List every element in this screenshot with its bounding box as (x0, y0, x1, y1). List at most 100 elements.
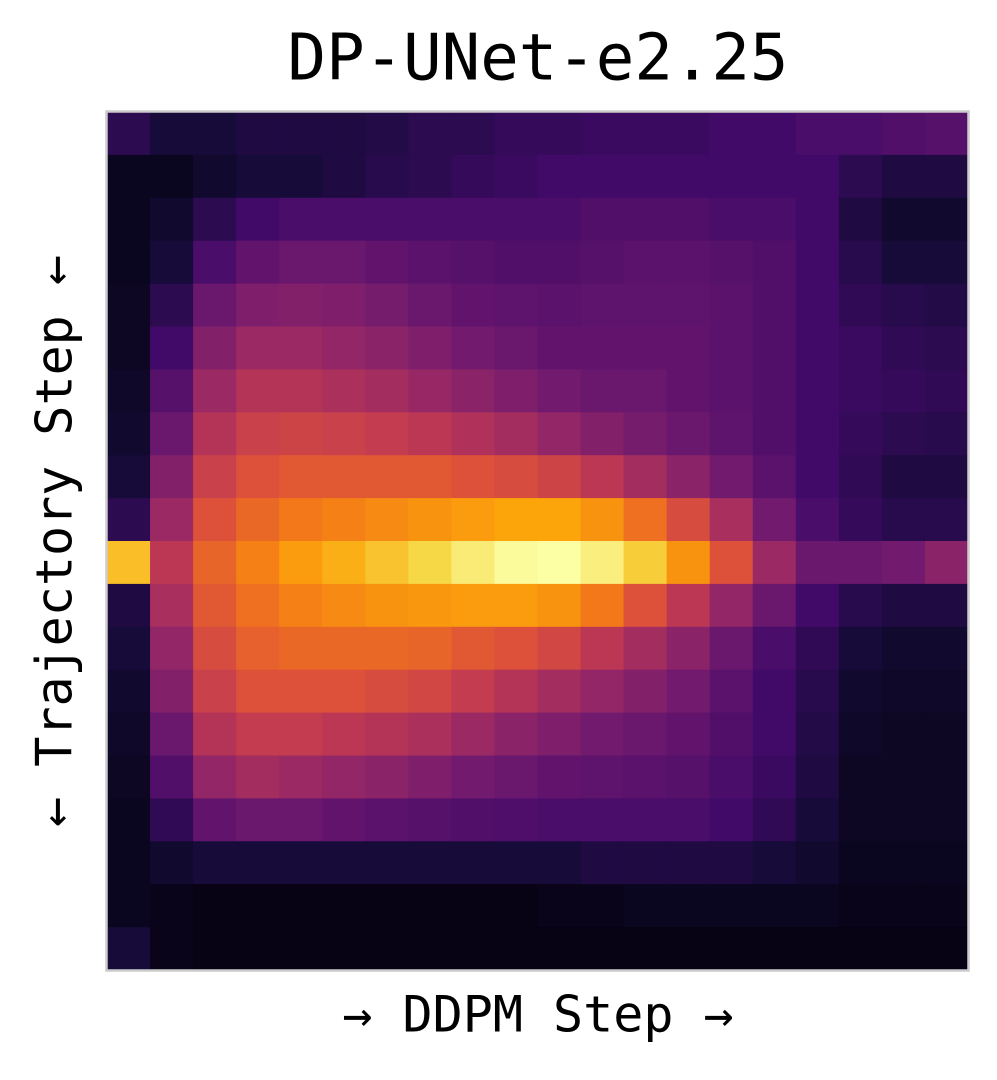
heatmap-cell (193, 412, 237, 456)
heatmap-cell (107, 154, 151, 199)
heatmap-cell (279, 498, 323, 542)
heatmap-cell (666, 798, 711, 842)
heatmap-cell (322, 498, 366, 542)
heatmap-cell (752, 154, 797, 199)
heatmap-cell (279, 755, 323, 799)
heatmap-cell (580, 798, 625, 842)
heatmap-cell (709, 197, 754, 242)
heatmap-cell (838, 412, 883, 456)
heatmap-cell (924, 154, 969, 199)
heatmap-cell (580, 841, 625, 885)
heatmap-cell (236, 798, 280, 842)
heatmap-cell (752, 112, 797, 156)
heatmap-cell (451, 755, 496, 799)
heatmap-cell (150, 412, 194, 456)
heatmap-cell (795, 112, 840, 156)
heatmap-cell (150, 112, 194, 156)
heatmap-cell (838, 841, 883, 885)
heatmap-cell (881, 712, 926, 757)
heatmap-cell (838, 541, 883, 585)
heatmap-cell (752, 197, 797, 242)
heatmap-cell (193, 498, 237, 542)
heatmap-cell (365, 455, 409, 499)
heatmap-cell (666, 112, 711, 156)
heatmap-cell (795, 755, 840, 799)
heatmap-cell (795, 669, 840, 714)
heatmap-cell (365, 669, 409, 714)
heatmap-cell (279, 240, 323, 285)
heatmap-cell (924, 369, 969, 413)
heatmap-cell (666, 583, 711, 628)
heatmap-cell (795, 412, 840, 456)
heatmap-cell (580, 498, 625, 542)
heatmap-cell (838, 626, 883, 671)
heatmap-cell (623, 154, 668, 199)
heatmap-cell (537, 498, 582, 542)
heatmap-cell (365, 626, 409, 671)
heatmap-cell (709, 240, 754, 285)
heatmap-cell (494, 841, 539, 885)
heatmap-cell (838, 154, 883, 199)
heatmap-cell (752, 884, 797, 928)
heatmap-cell (494, 240, 539, 285)
heatmap-cell (365, 240, 409, 285)
heatmap-cell (752, 541, 797, 585)
heatmap-cell (580, 712, 625, 757)
heatmap-cell (236, 927, 280, 971)
heatmap-cell (193, 583, 237, 628)
heatmap-cell (236, 283, 280, 328)
heatmap-cell (494, 498, 539, 542)
heatmap-cell (494, 755, 539, 799)
heatmap-cell (494, 369, 539, 413)
heatmap-cell (494, 326, 539, 370)
heatmap-cell (709, 626, 754, 671)
heatmap-cell (924, 283, 969, 328)
heatmap-cell (752, 455, 797, 499)
heatmap-cell (623, 455, 668, 499)
heatmap-cell (924, 455, 969, 499)
heatmap-cell (838, 112, 883, 156)
heatmap-cell (838, 927, 883, 971)
heatmap-cell (322, 154, 366, 199)
heatmap-cell (236, 369, 280, 413)
heatmap-cell (623, 283, 668, 328)
heatmap-cell (838, 197, 883, 242)
heatmap-cell (408, 927, 452, 971)
heatmap-cell (838, 798, 883, 842)
heatmap-cell (924, 712, 969, 757)
heatmap-cell (150, 240, 194, 285)
heatmap-cell (623, 712, 668, 757)
heatmap-cell (752, 841, 797, 885)
heatmap-cell (365, 712, 409, 757)
heatmap-cell (451, 283, 496, 328)
heatmap-cell (107, 541, 151, 585)
heatmap-cell (494, 927, 539, 971)
heatmap-cell (279, 112, 323, 156)
heatmap-cell (924, 927, 969, 971)
heatmap-cell (752, 626, 797, 671)
heatmap-cell (107, 498, 151, 542)
heatmap-cell (451, 412, 496, 456)
heatmap-cell (150, 455, 194, 499)
heatmap-cell (236, 240, 280, 285)
heatmap-cell (709, 369, 754, 413)
heatmap-cell (666, 669, 711, 714)
heatmap-cell (537, 154, 582, 199)
heatmap-cell (107, 283, 151, 328)
heatmap-cell (193, 326, 237, 370)
heatmap-cell (494, 112, 539, 156)
heatmap-cell (451, 712, 496, 757)
heatmap-cell (150, 884, 194, 928)
heatmap-cell (709, 583, 754, 628)
heatmap-cell (666, 927, 711, 971)
heatmap-cell (193, 112, 237, 156)
heatmap-cell (279, 712, 323, 757)
heatmap-cell (408, 498, 452, 542)
heatmap-cell (408, 841, 452, 885)
heatmap-cell (795, 197, 840, 242)
heatmap-cell (451, 669, 496, 714)
heatmap-cell (537, 669, 582, 714)
heatmap-cell (666, 197, 711, 242)
heatmap-cell (580, 583, 625, 628)
heatmap-cell (408, 240, 452, 285)
